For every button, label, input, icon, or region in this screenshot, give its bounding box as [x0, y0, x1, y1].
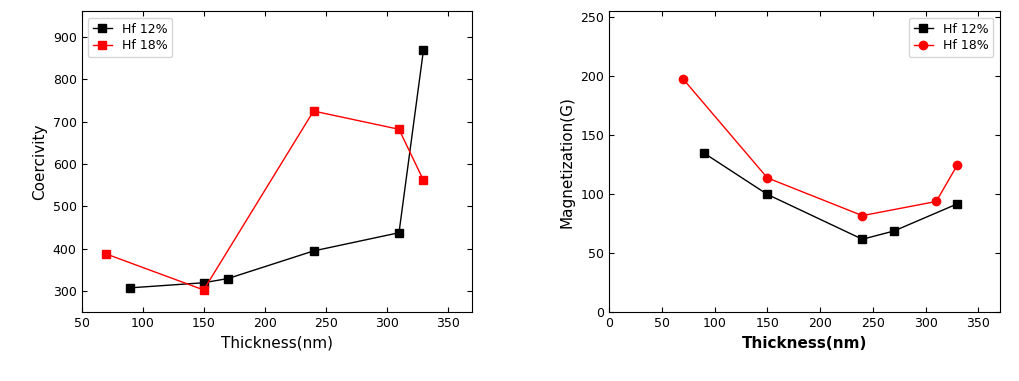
Legend: Hf 12%, Hf 18%: Hf 12%, Hf 18%: [88, 18, 172, 58]
Hf 18%: [951, 163, 963, 167]
Y-axis label: Coercivity: Coercivity: [33, 124, 47, 200]
Hf 12%: [417, 48, 429, 53]
Legend: Hf 12%, Hf 18%: Hf 12%, Hf 18%: [908, 18, 993, 58]
Hf 12%: [392, 231, 405, 235]
Hf 18%: [929, 199, 942, 204]
Hf 12%: [760, 192, 772, 197]
Line: Hf 18%: Hf 18%: [678, 75, 961, 220]
Hf 12%: [124, 285, 137, 290]
Line: Hf 18%: Hf 18%: [102, 107, 427, 294]
Hf 18%: [855, 213, 867, 218]
Hf 18%: [392, 127, 405, 131]
Hf 12%: [198, 280, 210, 285]
Hf 12%: [887, 229, 899, 233]
Hf 18%: [417, 178, 429, 182]
Hf 12%: [222, 276, 234, 281]
Line: Hf 12%: Hf 12%: [126, 46, 427, 292]
Hf 12%: [855, 237, 867, 242]
Hf 18%: [307, 109, 319, 113]
Hf 18%: [676, 77, 688, 81]
Hf 12%: [697, 151, 709, 155]
Y-axis label: Magnetization(G): Magnetization(G): [559, 96, 574, 228]
X-axis label: Thickness(nm): Thickness(nm): [741, 336, 866, 351]
Hf 12%: [951, 202, 963, 206]
Hf 18%: [100, 251, 112, 256]
Hf 12%: [307, 249, 319, 253]
Hf 18%: [760, 176, 772, 180]
Hf 18%: [198, 288, 210, 292]
Line: Hf 12%: Hf 12%: [699, 149, 961, 243]
X-axis label: Thickness(nm): Thickness(nm): [221, 336, 332, 351]
